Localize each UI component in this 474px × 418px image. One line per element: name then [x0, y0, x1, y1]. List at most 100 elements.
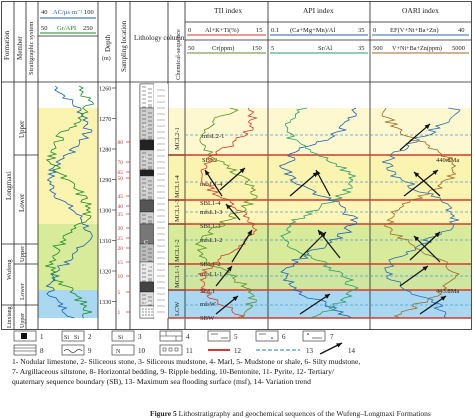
- trend-arrow: [289, 171, 319, 197]
- sample-label: 80: [118, 140, 124, 146]
- sample-label: 45: [118, 194, 124, 200]
- linxiang-label: Linxiang: [7, 306, 13, 328]
- sequence-labels: MCL2-1 MCL1-4 MCL1-3 MCL1-2 MCL1-1 LCW: [168, 127, 185, 316]
- arrow-head: [422, 266, 428, 271]
- depth-label: 1270: [99, 116, 111, 123]
- api-curve-2: [280, 107, 359, 319]
- tii-title: TII index: [214, 6, 242, 15]
- band-log-mid: [38, 224, 98, 290]
- lith-mark: C: [144, 240, 148, 246]
- lith-dot: [145, 314, 147, 316]
- legend: 1 Si Si 2 Si 3 4 5: [13, 330, 356, 356]
- seq-mcl1-4: MCL1-4: [174, 175, 181, 199]
- lith-dot: [142, 314, 144, 316]
- wufeng-label: Wufeng: [6, 259, 13, 280]
- unit-divisions: [1, 154, 38, 306]
- oari-curve-1: [381, 107, 461, 319]
- band-log-upper: [38, 108, 98, 224]
- lbl-sbl1: SBL1: [200, 288, 215, 295]
- legend-item-12: 12: [208, 347, 242, 355]
- depth-label: 1320: [99, 269, 111, 276]
- lith-mark: C: [144, 124, 148, 130]
- figure-caption: Figure 5 Lithostratigraphy and geochemic…: [150, 409, 431, 418]
- linxiang-upper-label: Upper: [20, 313, 26, 328]
- depth-axis: 1260 1270 1280 1290 1300 1310 1320 1330: [99, 86, 116, 306]
- panel-headers: TII index 0 Al+K+Ti(%) 15 50 Cr(ppm) 150…: [187, 6, 469, 54]
- legend-num-10: 10: [138, 347, 146, 355]
- tii-r2-label: Cr(ppm): [212, 45, 234, 52]
- legend-num-9: 9: [88, 347, 92, 355]
- arrow-head: [247, 230, 252, 236]
- depth-label: 1290: [99, 177, 111, 184]
- legend-ni: N: [116, 349, 121, 355]
- lith-dot: [145, 308, 147, 310]
- ac-max: 100: [84, 9, 94, 16]
- api-r1-label: (Ca+Mg+Mn)/Al: [290, 27, 335, 34]
- legend-item-2: Si Si 2: [61, 330, 92, 342]
- api-r1-left: 0.1: [271, 27, 279, 34]
- legend-num-13: 13: [306, 347, 314, 355]
- caption-line-1: 1- Nodular limestone, 2- Siliceous stone…: [12, 357, 361, 366]
- arrow-head: [424, 124, 430, 130]
- legend-num-12: 12: [234, 347, 242, 355]
- tii-r1-label: Al+K+Ti(%): [205, 27, 239, 34]
- legend-num-4: 4: [186, 333, 190, 341]
- legend-item-1: 1: [13, 330, 44, 342]
- depth-label: 1310: [99, 238, 111, 245]
- lbl-sbl2: SBL2: [202, 157, 217, 164]
- depth-label: 1330: [99, 299, 111, 306]
- legend-item-6: 6: [255, 330, 286, 342]
- lith-mark: C: [144, 156, 148, 162]
- legend-num-7: 7: [330, 333, 334, 341]
- oari-r2-right: 5000: [452, 45, 465, 52]
- sample-label: 20: [118, 246, 124, 252]
- age-443: 443.8Ma: [436, 288, 459, 295]
- chem-seq-header: Chemical-sequence: [175, 29, 182, 80]
- sample-label: 10: [118, 274, 124, 280]
- trend-arrow: [419, 295, 447, 315]
- lith-dot: [151, 314, 153, 316]
- seq-mcl1-3: MCL1-3: [174, 199, 181, 222]
- lith-dot: [142, 311, 144, 313]
- lbl-sbl1-3: SBL1-3: [200, 223, 221, 230]
- arrow-head: [324, 294, 330, 299]
- tii-r1-right: 15: [256, 27, 263, 34]
- formation-header: Formation: [3, 30, 11, 60]
- api-title: API index: [303, 6, 334, 15]
- legend-item-13: 13: [256, 347, 314, 355]
- oari-r2-left: 500: [373, 45, 383, 52]
- longmaxi-upper-label: Upper: [18, 120, 26, 138]
- longmaxi-lower-label: Lower: [18, 193, 26, 212]
- trend-arrow: [413, 235, 441, 263]
- api-r2-right: 35: [358, 45, 365, 52]
- depth-header: Depth: [104, 34, 112, 52]
- lbl-sbl1-4: SBL1-4: [200, 200, 221, 207]
- wufeng-upper-label: Upper: [19, 245, 26, 262]
- lith-dot: [151, 311, 153, 313]
- legend-si-3: Si: [118, 335, 123, 341]
- sample-label: 25: [118, 236, 124, 242]
- oari-r1-right: 40: [458, 27, 465, 34]
- gr-curve: [45, 85, 95, 319]
- legend-item-5: 5: [207, 330, 238, 342]
- api-r1-right: 35: [358, 27, 365, 34]
- trend-arrow: [219, 167, 246, 191]
- legend-item-8: 8: [13, 344, 44, 356]
- lith-layer: [139, 169, 155, 177]
- sample-label: 40: [118, 204, 124, 210]
- lith-dot: [151, 308, 153, 310]
- arrow-head: [440, 296, 446, 301]
- lith-dot: [148, 308, 150, 310]
- legend-item-14: 14: [319, 342, 356, 355]
- lbl-sbw: SBW: [200, 315, 215, 322]
- sample-label: 70: [118, 160, 124, 166]
- legend-num-8: 8: [40, 347, 44, 355]
- lith-layer: [139, 281, 155, 293]
- stratigraphic-system-header: Stratigraphic system: [28, 22, 35, 75]
- ac-label: AC/μs·m⁻¹: [53, 9, 83, 16]
- sample-label: 15: [118, 260, 124, 266]
- trend-arrows: [204, 123, 447, 315]
- legend-num-11: 11: [186, 347, 193, 355]
- oari-r1-label: EF(V+Ni+Ba+Zn): [390, 27, 439, 34]
